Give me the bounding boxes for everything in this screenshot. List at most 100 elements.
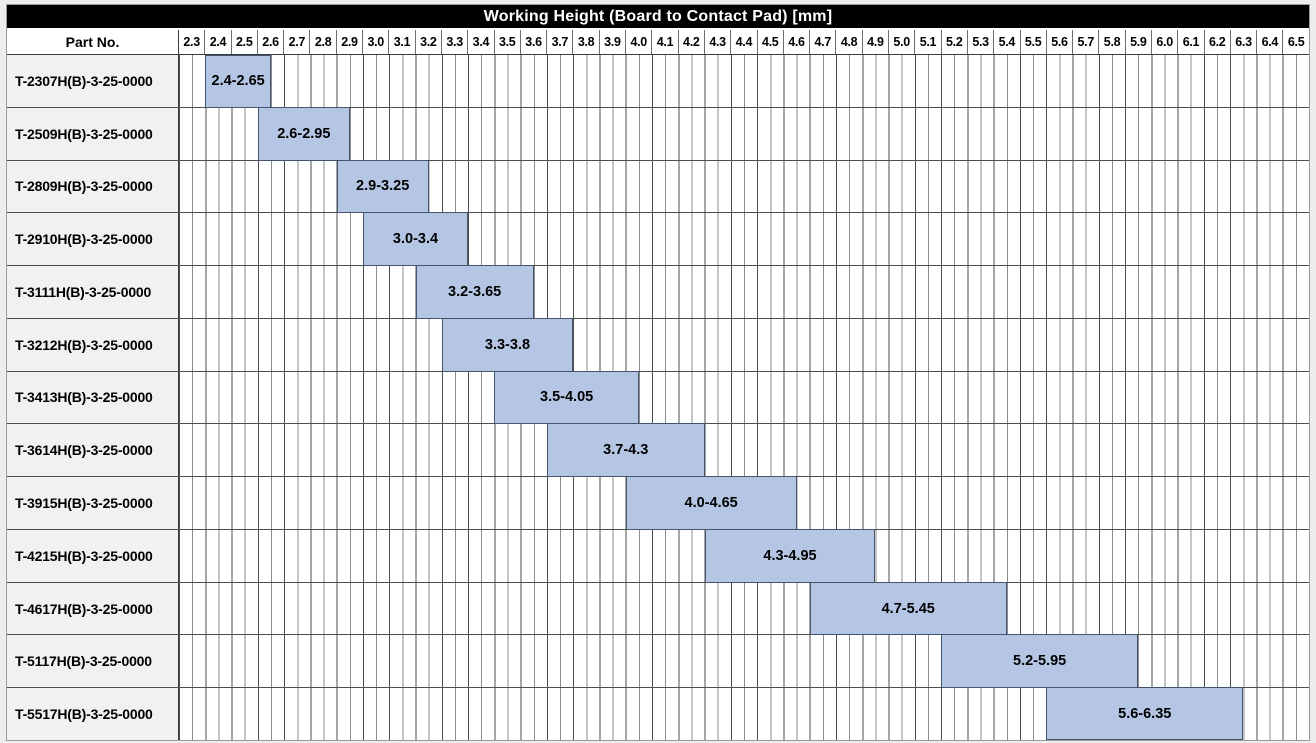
tick-label: 3.3 xyxy=(440,30,467,54)
tick-label: 2.4 xyxy=(204,30,230,54)
chart-rows: T-2307H(B)-3-25-0000 2.4-2.65 T-2509H(B)… xyxy=(7,55,1309,740)
bar-range-label: 4.0-4.65 xyxy=(684,495,738,511)
tick-label: 5.2 xyxy=(940,30,967,54)
tick-label: 3.8 xyxy=(572,30,598,54)
chart-title-bar: Working Height (Board to Contact Pad) [m… xyxy=(7,5,1309,30)
bar-range-label: 2.4-2.65 xyxy=(211,73,265,90)
working-height-bar: 5.6-6.35 xyxy=(1046,687,1244,740)
working-height-bar: 2.9-3.25 xyxy=(336,159,429,214)
row-grid: 3.2-3.65 xyxy=(179,265,1309,319)
row-grid: 3.5-4.05 xyxy=(179,370,1309,425)
tick-label: 3.0 xyxy=(362,30,388,54)
tick-label: 6.4 xyxy=(1256,30,1282,54)
table-row: T-3111H(B)-3-25-0000 3.2-3.65 xyxy=(7,265,1309,319)
tick-label: 5.9 xyxy=(1124,30,1151,54)
tick-label: 4.0 xyxy=(625,30,651,54)
working-height-bar: 4.0-4.65 xyxy=(625,476,797,530)
row-grid: 4.7-5.45 xyxy=(179,581,1309,636)
tick-label: 5.1 xyxy=(914,30,940,54)
row-grid: 5.6-6.35 xyxy=(179,687,1309,740)
tick-label: 4.5 xyxy=(756,30,783,54)
table-row: T-3413H(B)-3-25-0000 3.5-4.05 xyxy=(7,370,1309,425)
tick-label: 3.9 xyxy=(598,30,625,54)
part-no-cell: T-3614H(B)-3-25-0000 xyxy=(7,424,179,477)
tick-label: 4.7 xyxy=(809,30,835,54)
tick-label: 3.7 xyxy=(546,30,572,54)
table-row: T-4617H(B)-3-25-0000 4.7-5.45 xyxy=(7,581,1309,636)
working-height-bar: 2.4-2.65 xyxy=(205,55,271,108)
tick-label: 4.6 xyxy=(782,30,809,54)
tick-label: 4.9 xyxy=(861,30,888,54)
row-grid: 2.9-3.25 xyxy=(179,159,1309,214)
row-grid: 3.0-3.4 xyxy=(179,212,1309,267)
tick-label: 6.0 xyxy=(1150,30,1177,54)
bar-range-label: 3.2-3.65 xyxy=(448,283,502,300)
bar-range-label: 3.7-4.3 xyxy=(603,442,649,459)
bar-range-label: 4.7-5.45 xyxy=(881,600,935,617)
tick-label: 5.5 xyxy=(1019,30,1046,54)
table-row: T-3212H(B)-3-25-0000 3.3-3.8 xyxy=(7,317,1309,372)
tick-label: 6.2 xyxy=(1203,30,1230,54)
table-row: T-2809H(B)-3-25-0000 2.9-3.25 xyxy=(7,159,1309,214)
tick-label: 2.7 xyxy=(283,30,309,54)
tick-label: 4.3 xyxy=(703,30,730,54)
tick-label: 2.6 xyxy=(256,30,283,54)
part-no-cell: T-2307H(B)-3-25-0000 xyxy=(7,55,179,107)
row-grid: 2.4-2.65 xyxy=(179,55,1309,108)
tick-label: 5.0 xyxy=(888,30,914,54)
part-no-cell: T-2910H(B)-3-25-0000 xyxy=(7,213,179,266)
tick-label: 6.3 xyxy=(1229,30,1256,54)
bar-range-label: 3.0-3.4 xyxy=(392,231,439,248)
tick-label: 5.3 xyxy=(966,30,993,54)
table-row: T-2910H(B)-3-25-0000 3.0-3.4 xyxy=(7,212,1309,267)
table-row: T-3614H(B)-3-25-0000 3.7-4.3 xyxy=(7,423,1309,478)
row-grid: 5.2-5.95 xyxy=(179,634,1309,689)
table-row: T-5117H(B)-3-25-0000 5.2-5.95 xyxy=(7,634,1309,689)
axis-tick-labels: 2.3 2.4 2.5 2.6 2.7 2.8 2.9 3.0 3.1 3.2 3.3 3.4 3.5 3… xyxy=(179,30,1309,54)
part-no-cell: T-5117H(B)-3-25-0000 xyxy=(7,635,179,688)
tick-label: 6.5 xyxy=(1282,30,1308,54)
part-no-cell: T-3413H(B)-3-25-0000 xyxy=(7,371,179,424)
part-no-cell: T-4215H(B)-3-25-0000 xyxy=(7,529,179,582)
working-height-chart: Working Height (Board to Contact Pad) [m… xyxy=(6,4,1310,741)
tick-label: 2.3 xyxy=(183,35,200,49)
part-no-column-header: Part No. xyxy=(7,30,179,54)
working-height-bar: 4.3-4.95 xyxy=(704,528,876,583)
bar-range-label: 5.6-6.35 xyxy=(1118,705,1172,722)
working-height-bar: 4.7-5.45 xyxy=(809,581,1007,636)
bar-range-label: 2.6-2.95 xyxy=(277,125,331,142)
row-grid: 3.3-3.8 xyxy=(179,317,1309,372)
tick-label: 5.7 xyxy=(1072,30,1098,54)
chart-title: Working Height (Board to Contact Pad) [m… xyxy=(483,7,833,25)
table-row: T-3915H(B)-3-25-0000 4.0-4.65 xyxy=(7,476,1309,530)
bar-range-label: 3.3-3.8 xyxy=(484,336,531,353)
part-no-cell: T-3111H(B)-3-25-0000 xyxy=(7,266,179,318)
part-no-cell: T-3212H(B)-3-25-0000 xyxy=(7,318,179,371)
tick-label: 3.1 xyxy=(388,30,414,54)
table-row: T-2307H(B)-3-25-0000 2.4-2.65 xyxy=(7,55,1309,108)
bar-range-label: 4.3-4.95 xyxy=(763,547,817,564)
tick-label: 2.8 xyxy=(309,30,335,54)
tick-label: 4.2 xyxy=(677,30,704,54)
part-no-cell: T-2509H(B)-3-25-0000 xyxy=(7,107,179,160)
table-row: T-5517H(B)-3-25-0000 5.6-6.35 xyxy=(7,687,1309,740)
row-grid: 4.0-4.65 xyxy=(179,476,1309,530)
table-row: T-2509H(B)-3-25-0000 2.6-2.95 xyxy=(7,106,1309,161)
axis-header-row: Part No. 2.3 2.4 2.5 2.6 2.7 2.8 2.9 3.0 3.1 3.2 3… xyxy=(7,30,1309,55)
working-height-bar: 2.6-2.95 xyxy=(257,106,350,161)
tick-label: 4.1 xyxy=(651,30,677,54)
working-height-bar: 3.0-3.4 xyxy=(362,212,469,267)
tick-label: 3.2 xyxy=(414,30,441,54)
working-height-bar: 3.5-4.05 xyxy=(494,370,639,425)
tick-label: 3.5 xyxy=(493,30,520,54)
working-height-bar: 3.7-4.3 xyxy=(546,423,705,478)
tick-label: 2.5 xyxy=(230,30,257,54)
working-height-bar: 3.2-3.65 xyxy=(415,265,534,319)
part-no-cell: T-2809H(B)-3-25-0000 xyxy=(7,160,179,213)
row-grid: 4.3-4.95 xyxy=(179,528,1309,583)
bar-range-label: 2.9-3.25 xyxy=(356,178,410,195)
tick-label: 5.4 xyxy=(993,30,1019,54)
working-height-bar: 3.3-3.8 xyxy=(441,317,574,372)
tick-label: 4.8 xyxy=(835,30,861,54)
tick-label: 5.6 xyxy=(1045,30,1072,54)
